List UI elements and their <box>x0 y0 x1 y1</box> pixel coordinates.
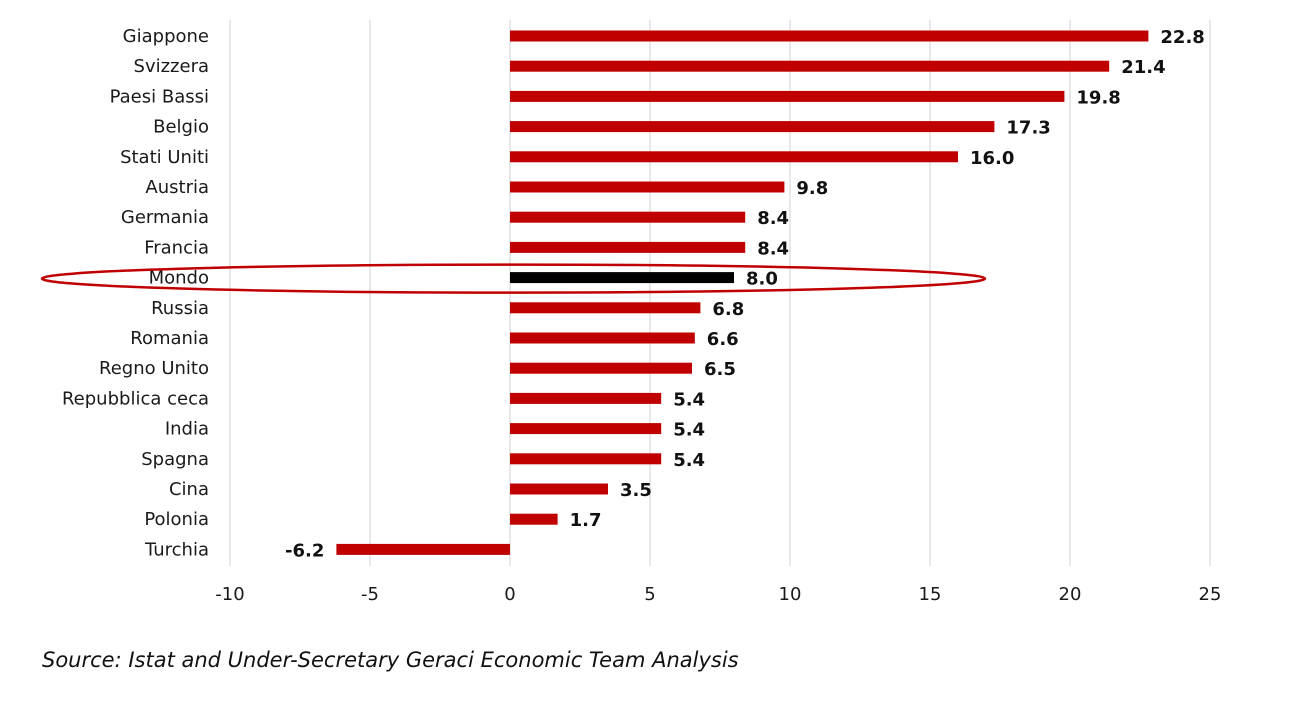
value-label: 9.8 <box>796 178 828 199</box>
x-axis-tick-labels: -10 -5 0 5 10 15 20 25 <box>215 584 1221 605</box>
category-label: Paesi Bassi <box>110 86 209 107</box>
bar <box>510 513 558 525</box>
bar <box>510 241 746 253</box>
value-label: 5.4 <box>673 389 705 410</box>
category-label: Russia <box>151 298 209 319</box>
category-label: Francia <box>144 237 209 258</box>
value-labels: 22.8 21.419.8 17.3 16.0 9.8 8.4 8.4 8.06.8 6.6 6.… <box>285 27 1205 561</box>
bar <box>510 90 1065 102</box>
bar <box>510 302 701 314</box>
bar-chart: Giappone Svizzera Paesi Bassi Belgio Stati U… <box>40 20 1221 605</box>
bar <box>510 211 746 223</box>
category-label: Svizzera <box>134 56 209 77</box>
value-label: 21.4 <box>1121 57 1165 78</box>
bar <box>510 362 692 374</box>
source-note: Source: Istat and Under-Secretary Geraci… <box>42 648 739 672</box>
highlight-ellipse <box>40 263 987 294</box>
value-label: 6.6 <box>707 329 739 350</box>
value-label: 3.5 <box>620 480 652 501</box>
value-label: 1.7 <box>570 510 602 531</box>
x-tick-label: 10 <box>779 584 802 605</box>
category-label: India <box>165 419 209 440</box>
bar <box>510 423 662 435</box>
category-label: Romania <box>130 328 209 349</box>
value-label: 5.4 <box>673 450 705 471</box>
bar <box>510 60 1110 72</box>
category-label: Polonia <box>144 509 209 530</box>
category-label: Spagna <box>141 449 209 470</box>
category-label: Belgio <box>153 117 209 138</box>
bar <box>510 30 1149 42</box>
x-tick-label: 25 <box>1199 584 1222 605</box>
category-label: Giappone <box>123 26 209 47</box>
category-label: Germania <box>121 207 209 228</box>
value-label: 19.8 <box>1076 87 1120 108</box>
category-label: Mondo <box>149 268 209 289</box>
value-label: 8.4 <box>757 208 789 229</box>
highlight-annotation <box>40 263 987 294</box>
category-label: Regno Unito <box>99 358 209 379</box>
category-label: Stati Uniti <box>120 147 209 168</box>
bar <box>510 121 995 133</box>
x-tick-label: 5 <box>644 584 655 605</box>
value-label: 6.5 <box>704 359 736 380</box>
bar <box>510 272 734 284</box>
category-label: Cina <box>169 479 209 500</box>
category-label: Turchia <box>144 539 209 560</box>
bar <box>510 332 695 344</box>
value-label: -6.2 <box>285 540 324 561</box>
category-label: Austria <box>145 177 209 198</box>
value-label: 8.4 <box>757 238 789 259</box>
value-label: 8.0 <box>746 269 778 290</box>
bar <box>510 453 662 465</box>
bar <box>510 181 785 193</box>
value-label: 17.3 <box>1006 118 1050 139</box>
bars <box>336 30 1149 555</box>
value-label: 5.4 <box>673 420 705 441</box>
x-tick-label: 15 <box>919 584 942 605</box>
value-label: 16.0 <box>970 148 1014 169</box>
value-label: 22.8 <box>1160 27 1204 48</box>
category-labels: Giappone Svizzera Paesi Bassi Belgio Stati U… <box>62 26 209 560</box>
x-tick-label: 20 <box>1059 584 1082 605</box>
x-tick-label: 0 <box>504 584 515 605</box>
bar <box>510 151 958 163</box>
bar <box>510 392 662 404</box>
bar <box>510 483 608 495</box>
bar <box>336 543 510 555</box>
category-label: Repubblica ceca <box>62 388 209 409</box>
x-tick-label: -10 <box>215 584 244 605</box>
x-tick-label: -5 <box>361 584 379 605</box>
value-label: 6.8 <box>712 299 744 320</box>
